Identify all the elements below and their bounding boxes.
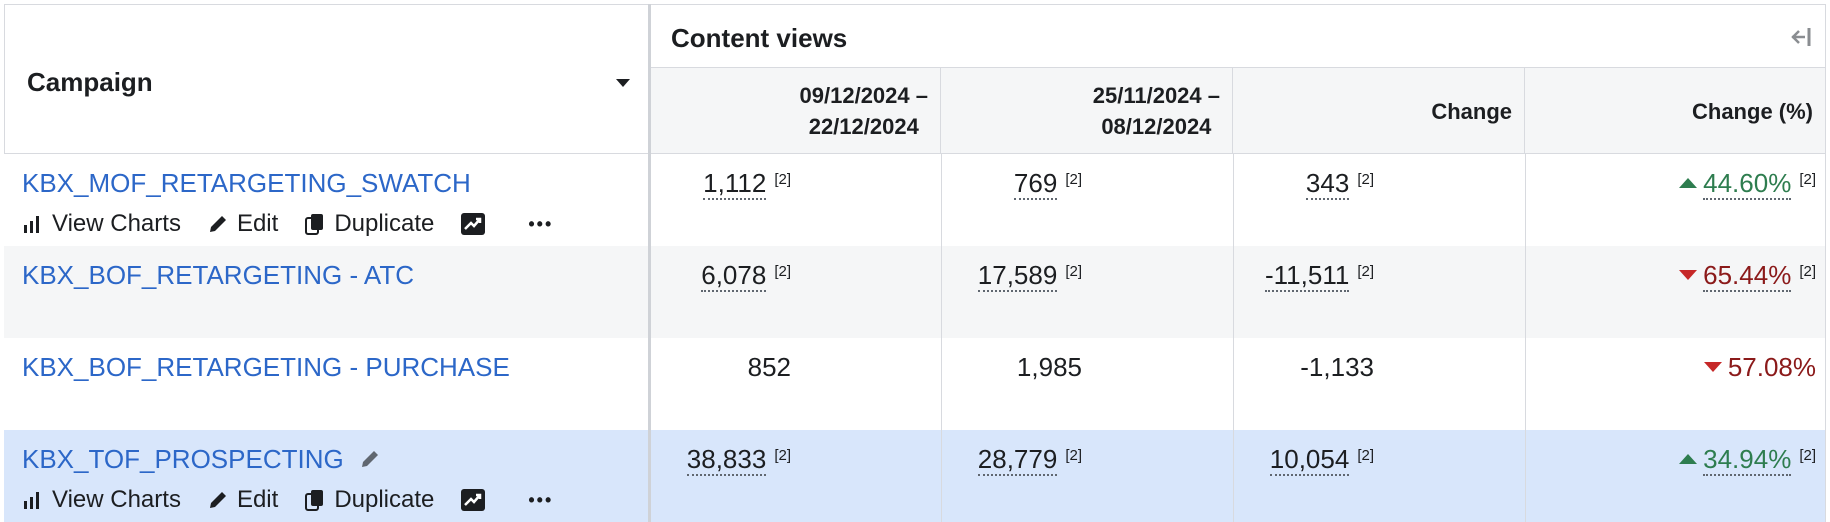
collapse-left-icon[interactable] (1789, 25, 1813, 56)
current-period-value: 38,833 [2] (686, 444, 791, 476)
column-divider (1825, 154, 1826, 522)
bar-chart-icon (24, 492, 39, 509)
trend-chart-icon (461, 213, 486, 235)
duplicate-button[interactable]: Duplicate (304, 486, 434, 514)
trend-chart-icon (461, 489, 486, 511)
duplicate-label: Duplicate (334, 486, 435, 513)
col-header-change-pct[interactable]: Change (%) (1525, 68, 1826, 154)
table-row[interactable]: KBX_MOF_RETARGETING_SWATCH View Charts E… (4, 154, 1826, 246)
duplicate-button[interactable]: Duplicate (304, 210, 434, 238)
column-divider (1525, 154, 1526, 522)
more-options-button[interactable]: ••• (528, 214, 553, 235)
col-header-previous-line1: 25/11/2024 – (1092, 83, 1220, 108)
current-period-value: 852 (747, 352, 791, 382)
edit-label: Edit (236, 210, 279, 237)
change-value: -11,511 [2] (1264, 260, 1374, 292)
previous-period-value: 769 [2] (1013, 168, 1082, 200)
content-views-group-header: Content views (651, 4, 1826, 68)
increase-arrow-icon (1679, 178, 1698, 188)
column-divider (1233, 154, 1234, 522)
row-actions: View Charts Edit Duplicate ••• (22, 210, 579, 238)
column-divider[interactable] (648, 4, 651, 522)
change-value: -1,133 (1300, 352, 1374, 382)
campaign-name-link[interactable]: KBX_MOF_RETARGETING_SWATCH (22, 168, 471, 198)
duplicate-icon (305, 214, 324, 235)
trend-button[interactable] (460, 488, 494, 512)
col-header-change-pct-label: Change (%) (1692, 99, 1813, 124)
edit-button[interactable]: Edit (207, 486, 278, 514)
more-options-button[interactable]: ••• (528, 490, 553, 511)
campaign-name-text: KBX_TOF_PROSPECTING (22, 444, 344, 474)
change-value: 343 [2] (1305, 168, 1374, 200)
content-views-label: Content views (671, 23, 848, 53)
col-header-current-line1: 09/12/2024 – (799, 83, 928, 108)
view-charts-button[interactable]: View Charts (22, 486, 181, 514)
more-icon: ••• (528, 213, 554, 234)
col-header-change-label: Change (1431, 99, 1512, 124)
col-header-previous-period[interactable]: 25/11/2024 – 08/12/2024 (941, 68, 1233, 154)
rename-pencil-icon (361, 451, 378, 467)
change-pct-value: 44.60% [2] (1679, 168, 1816, 200)
change-pct-value: 34.94% [2] (1679, 444, 1816, 476)
change-value: 10,054 [2] (1269, 444, 1374, 476)
table-row[interactable]: KBX_BOF_RETARGETING - ATC 6,078 [2] 17,58… (4, 246, 1826, 338)
edit-button[interactable]: Edit (207, 210, 278, 238)
row-actions: View Charts Edit Duplicate ••• (22, 486, 579, 514)
current-period-value: 1,112 [2] (703, 168, 791, 200)
duplicate-icon (305, 490, 324, 511)
col-header-previous-line2: 08/12/2024 (1101, 114, 1212, 139)
table-row[interactable]: KBX_BOF_RETARGETING - PURCHASE 852 1,985… (4, 338, 1826, 430)
current-period-value: 6,078 [2] (701, 260, 791, 292)
col-header-change[interactable]: Change (1233, 68, 1525, 154)
bar-chart-icon (24, 216, 39, 233)
campaign-header-label: Campaign (27, 67, 153, 97)
sort-dropdown-icon[interactable] (616, 79, 630, 87)
campaign-name-link[interactable]: KBX_TOF_PROSPECTING (22, 444, 381, 475)
pencil-icon (209, 216, 226, 232)
decrease-arrow-icon (1703, 362, 1722, 372)
previous-period-value: 28,779 [2] (977, 444, 1082, 476)
trend-button[interactable] (460, 212, 494, 236)
col-header-current-line2: 22/12/2024 (808, 114, 919, 139)
campaign-name-link[interactable]: KBX_BOF_RETARGETING - ATC (22, 260, 414, 290)
table-row-selected[interactable]: KBX_TOF_PROSPECTING View Charts Edit Dup… (4, 430, 1826, 522)
view-charts-button[interactable]: View Charts (22, 210, 181, 238)
col-header-current-period[interactable]: 09/12/2024 – 22/12/2024 (651, 68, 941, 154)
change-pct-value: 65.44% [2] (1679, 260, 1816, 292)
duplicate-label: Duplicate (334, 210, 435, 237)
decrease-arrow-icon (1679, 270, 1698, 280)
change-pct-value: 57.08% (1703, 352, 1816, 383)
increase-arrow-icon (1679, 454, 1698, 464)
view-charts-label: View Charts (52, 210, 181, 237)
campaign-name-link[interactable]: KBX_BOF_RETARGETING - PURCHASE (22, 352, 510, 382)
view-charts-label: View Charts (52, 486, 181, 513)
column-divider (941, 154, 942, 522)
previous-period-value: 1,985 (1016, 352, 1082, 382)
previous-period-value: 17,589 [2] (977, 260, 1082, 292)
pencil-icon (209, 492, 226, 508)
campaign-column-header[interactable]: Campaign (4, 4, 648, 154)
edit-label: Edit (236, 486, 279, 513)
more-icon: ••• (528, 489, 554, 510)
